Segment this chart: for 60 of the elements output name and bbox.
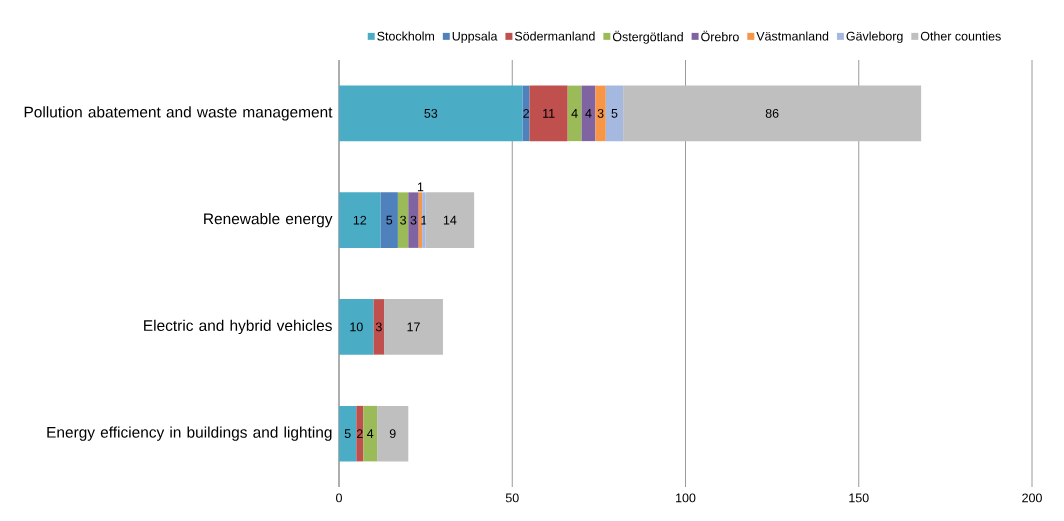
bar (522, 85, 530, 142)
bar (380, 192, 398, 248)
data-label: 10 (350, 322, 363, 332)
bar (408, 192, 419, 248)
bar (363, 405, 378, 462)
x-tick-label: 0 (336, 493, 342, 503)
data-label: 1 (417, 182, 424, 192)
bar (373, 299, 385, 355)
legend-label: Gävleborg (846, 31, 903, 44)
x-tick-label: 100 (676, 493, 696, 503)
legend-label: Örebro (701, 30, 739, 42)
data-label: 11 (543, 109, 555, 118)
x-tick-label: 50 (505, 493, 519, 503)
legend-label: Uppsala (452, 31, 498, 44)
x-tick-label: 200 (1022, 493, 1042, 503)
data-label: 5 (386, 215, 393, 225)
bar (595, 85, 606, 142)
data-label: 1 (421, 215, 427, 225)
data-label: 3 (375, 322, 382, 332)
y-tick-label: Renewable energy (204, 212, 333, 228)
legend-label: Södermanland (514, 31, 595, 41)
bar (567, 85, 582, 142)
bar (623, 85, 922, 142)
data-label: 2 (523, 109, 529, 118)
data-label: 4 (571, 109, 578, 118)
data-label: 3 (597, 108, 604, 118)
data-label: 9 (389, 429, 396, 439)
legend-label: Västmanland (756, 31, 829, 41)
data-label: 53 (424, 108, 438, 118)
bar (425, 192, 475, 248)
data-label: 3 (410, 215, 417, 225)
data-label: 12 (353, 215, 367, 225)
legend-label: Other counties (920, 31, 1001, 41)
bar (384, 299, 443, 355)
bar (377, 405, 409, 462)
bar (356, 405, 364, 462)
legend-label: Stockholm (377, 31, 434, 41)
data-label: 4 (585, 109, 592, 118)
data-label: 4 (367, 429, 374, 438)
bar (339, 192, 381, 248)
y-tick-label: Electric and hybrid vehicles (144, 319, 332, 335)
data-label: 5 (344, 429, 351, 438)
bar (339, 299, 374, 355)
y-tick-label: Pollution abatement and waste management (24, 106, 333, 121)
data-label: 14 (443, 215, 457, 225)
bar (339, 405, 357, 462)
data-label: 17 (407, 322, 420, 332)
bar (339, 85, 523, 142)
x-tick-label: 150 (849, 493, 869, 503)
data-label: 2 (356, 429, 363, 438)
data-label: 86 (765, 108, 779, 118)
bar (605, 85, 624, 142)
y-tick-label: Energy efficiency in buildings and lighting (47, 426, 332, 441)
bar (581, 85, 596, 142)
data-label: 3 (400, 215, 407, 225)
bar (422, 192, 426, 248)
legend-label: Östergötland (612, 30, 683, 44)
bar (397, 192, 409, 248)
bar (529, 85, 568, 142)
data-label: 5 (611, 109, 618, 118)
